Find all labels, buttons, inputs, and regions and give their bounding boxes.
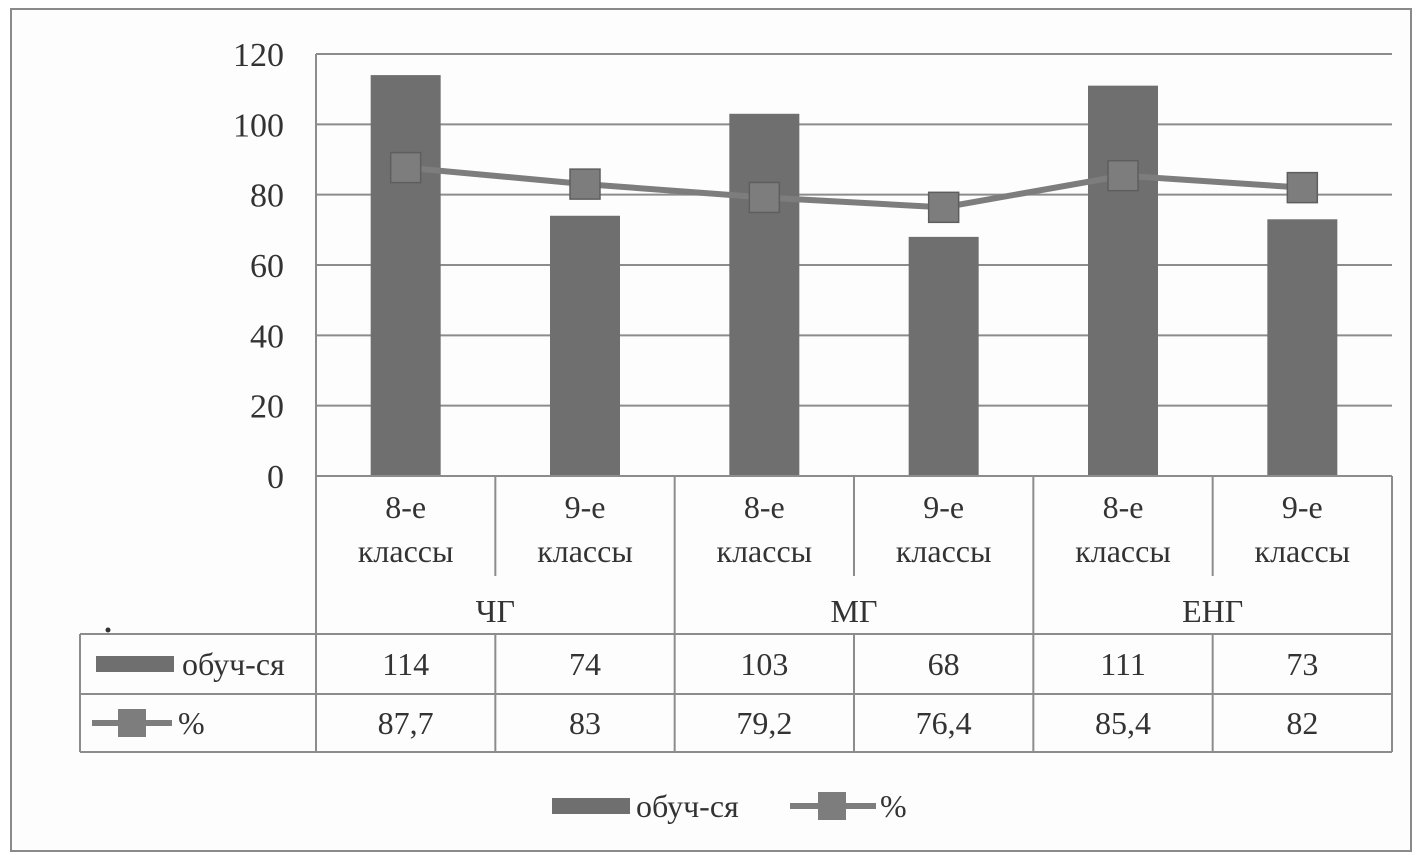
y-tick-label: 100 [233,107,284,144]
category-label: классы [1075,533,1171,569]
y-tick-label: 0 [267,459,284,496]
scan-dot [105,627,111,633]
y-tick-label: 40 [250,318,284,355]
table-cell-students: 68 [928,646,960,682]
category-label: классы [717,533,813,569]
line-marker [1286,171,1319,204]
bar [1267,219,1338,477]
line-legend-marker [118,709,146,737]
category-label: 9-е [1282,489,1323,525]
line-marker [569,168,601,200]
line-marker [1107,159,1139,192]
y-axis: 0 20 40 60 80 100 120 [233,37,317,496]
table-cell-percent: 83 [569,705,601,741]
legend: обуч-ся% [552,788,907,824]
category-label: классы [358,533,454,569]
group-label: ЕНГ [1182,593,1243,629]
bar [550,215,620,476]
table-cell-percent: 82 [1286,705,1318,741]
table-cell-percent: 87,7 [378,705,434,741]
bar-legend-key [96,656,174,672]
group-label: ЧГ [476,593,515,629]
bar [908,236,979,476]
legend-label-students: обуч-ся [636,788,739,824]
y-tick-label: 60 [250,248,284,285]
category-label: классы [1255,533,1351,569]
y-tick-label: 120 [233,37,284,74]
category-label: классы [896,533,992,569]
gridlines [316,53,1392,477]
row-header-students: обуч-ся [182,646,285,682]
category-label: 9-е [565,489,606,525]
line-marker [748,181,781,214]
chart-frame [10,8,1412,852]
percent-line [405,164,1303,211]
line-series [389,151,1319,224]
category-label: 8-е [744,489,785,525]
y-tick-label: 20 [250,389,284,426]
table-cell-percent: 76,4 [916,705,972,741]
table-cell-students: 103 [740,646,788,682]
data-table: 8-е классы 9-е классы 8-е классы 9-е классы 8-е к… [79,475,1393,753]
legend-line-marker [818,792,846,820]
bar [729,113,800,477]
table-cell-percent: 79,2 [736,705,792,741]
y-tick-label: 80 [250,178,284,215]
category-label: 8-е [1103,489,1144,525]
category-label: классы [537,533,633,569]
row-header-percent: % [178,705,205,741]
bar [1088,85,1158,477]
table-cell-students: 111 [1100,646,1146,682]
table-cell-students: 73 [1286,646,1318,682]
category-label: 8-е [385,489,426,525]
bars-series [370,75,1338,477]
table-cell-students: 74 [569,646,601,682]
table-cell-percent: 85,4 [1095,705,1151,741]
bar [370,75,441,476]
legend-label-percent: % [880,788,907,824]
line-marker [927,191,960,224]
legend-bar-key [552,798,630,814]
category-label: 9-е [923,489,964,525]
table-cell-students: 114 [382,646,429,682]
line-marker [389,151,422,184]
group-label: МГ [831,593,878,629]
